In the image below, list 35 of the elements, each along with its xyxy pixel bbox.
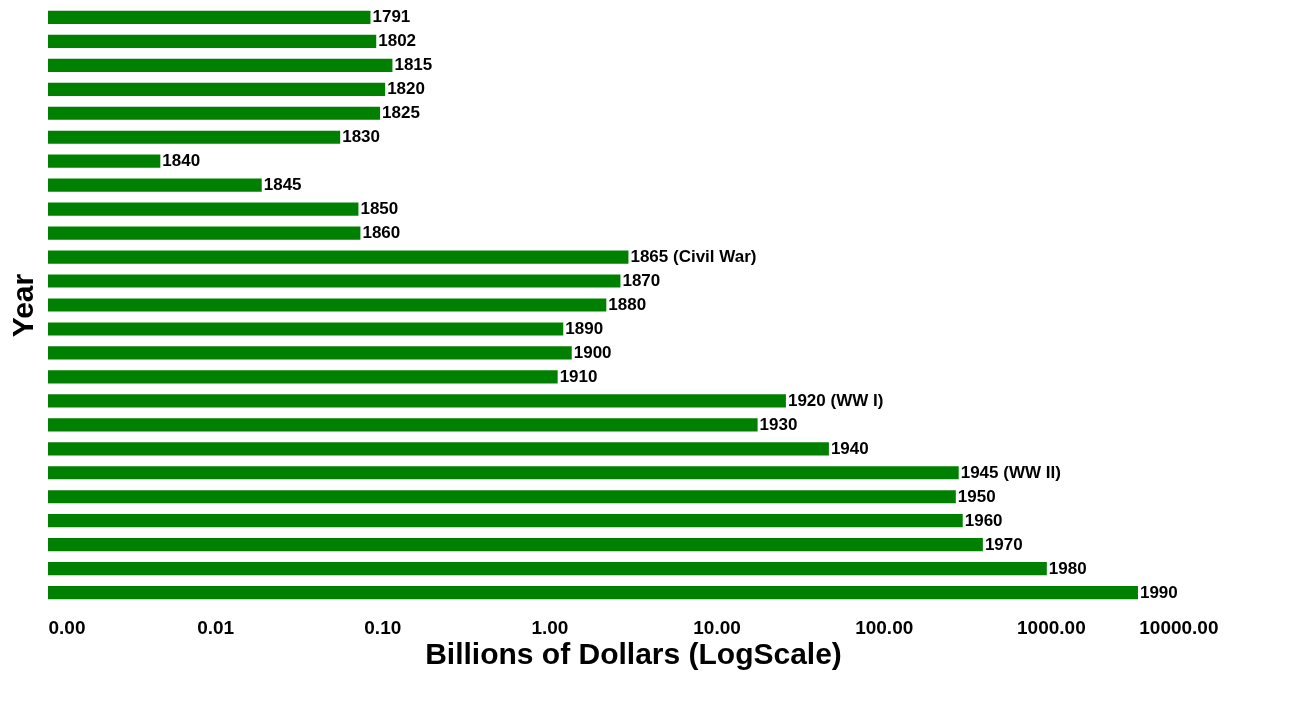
y-tick-label: 1950 [957, 486, 996, 506]
y-tick-label: 1980 [1048, 558, 1087, 578]
y-tick-label: 1860 [362, 223, 401, 243]
y-tick-label: 1791 [372, 7, 411, 27]
x-tick-label: 10000.00 [1139, 616, 1219, 638]
x-tick-label: 0.00 [48, 616, 86, 638]
x-tick-label: 1.00 [531, 616, 569, 638]
x-tick-label: 1000.00 [1017, 616, 1086, 638]
y-tick-label: 1802 [378, 31, 417, 51]
y-tick-label: 1865 (Civil War) [630, 247, 757, 267]
y-tick-label: 1940 [830, 438, 869, 458]
y-tick-label: 1815 [394, 55, 433, 75]
y-tick-label: 1945 (WW II) [960, 462, 1061, 482]
y-tick-label: 1920 (WW I) [787, 390, 884, 410]
y-tick-label: 1830 [342, 127, 381, 147]
y-tick-label: 1825 [382, 103, 420, 123]
x-tick-label: 0.10 [364, 616, 402, 638]
y-tick-label: 1970 [984, 534, 1023, 554]
y-axis-title: Year [5, 273, 39, 338]
y-tick-label: 1840 [162, 151, 201, 171]
x-tick-label: 10.00 [693, 616, 741, 638]
y-tick-label: 1930 [759, 414, 798, 434]
y-tick-label: 1870 [622, 271, 661, 291]
y-tick-label: 1990 [1139, 582, 1178, 602]
y-tick-label: 1900 [573, 342, 612, 362]
y-tick-label: 1850 [360, 199, 399, 219]
x-axis-title: Billions of Dollars (LogScale) [425, 636, 842, 670]
y-tick-label: 1960 [964, 510, 1003, 530]
y-tick-label: 1910 [559, 366, 598, 386]
y-tick-label: 1890 [565, 318, 604, 338]
y-tick-label: 1845 [263, 175, 302, 195]
x-tick-label: 0.01 [197, 616, 235, 638]
y-tick-label: 1880 [608, 295, 647, 314]
x-tick-label: 100.00 [855, 616, 914, 638]
y-tick-label: 1820 [387, 79, 425, 99]
